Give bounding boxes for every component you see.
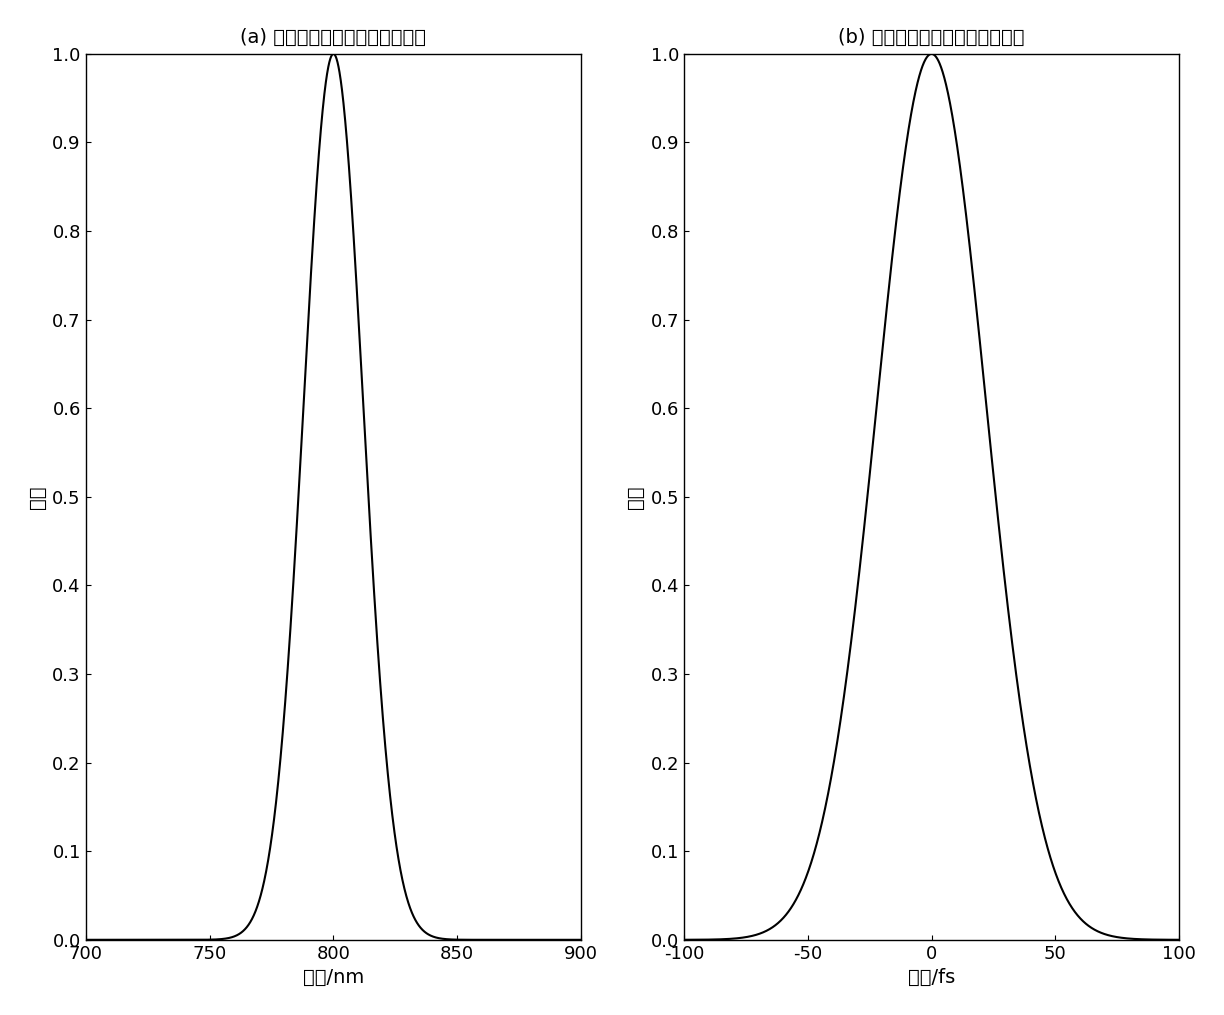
Title: (b) 整形前的飞秒脉冲的时域分布: (b) 整形前的飞秒脉冲的时域分布 bbox=[838, 27, 1024, 47]
Y-axis label: 强度: 强度 bbox=[625, 485, 645, 509]
Y-axis label: 强度: 强度 bbox=[28, 485, 47, 509]
Title: (a) 整形前的飞秒脉冲的光谱分布: (a) 整形前的飞秒脉冲的光谱分布 bbox=[240, 27, 426, 47]
X-axis label: 波长/nm: 波长/nm bbox=[302, 968, 364, 988]
X-axis label: 时间/fs: 时间/fs bbox=[908, 968, 955, 988]
